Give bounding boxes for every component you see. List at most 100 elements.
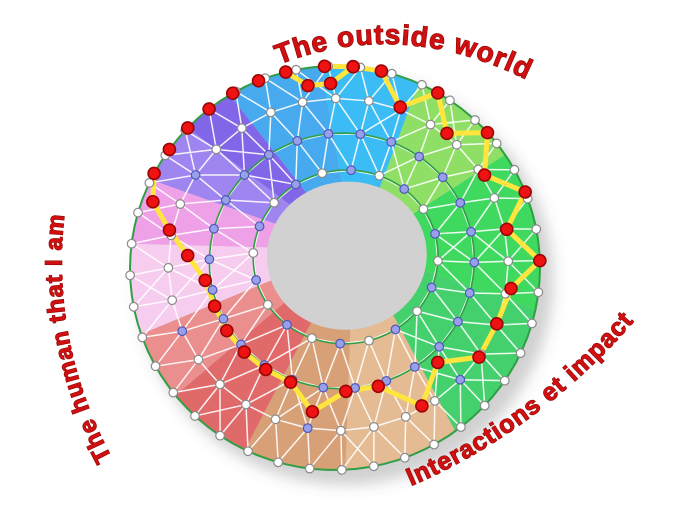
- purple-node[interactable]: [251, 275, 262, 285]
- purple-node[interactable]: [292, 135, 303, 146]
- white-node[interactable]: [470, 115, 480, 125]
- red-node[interactable]: [430, 86, 445, 100]
- red-node[interactable]: [504, 281, 518, 296]
- white-node[interactable]: [364, 335, 374, 346]
- red-node[interactable]: [317, 59, 332, 74]
- white-node[interactable]: [241, 399, 251, 410]
- purple-node[interactable]: [335, 338, 346, 349]
- white-node[interactable]: [445, 95, 455, 106]
- white-node[interactable]: [527, 318, 537, 329]
- red-node[interactable]: [162, 142, 177, 157]
- white-node[interactable]: [433, 256, 443, 266]
- white-node[interactable]: [128, 301, 139, 312]
- white-node[interactable]: [374, 170, 385, 181]
- white-node[interactable]: [236, 123, 247, 134]
- red-node[interactable]: [220, 323, 234, 338]
- white-node[interactable]: [509, 164, 520, 175]
- purple-node[interactable]: [390, 324, 401, 335]
- purple-node[interactable]: [254, 221, 265, 232]
- red-node[interactable]: [207, 299, 222, 313]
- white-node[interactable]: [211, 144, 222, 155]
- red-node[interactable]: [533, 253, 547, 268]
- white-node[interactable]: [503, 256, 514, 267]
- red-node[interactable]: [371, 379, 386, 394]
- red-node[interactable]: [147, 166, 161, 181]
- purple-node[interactable]: [290, 179, 301, 190]
- red-node[interactable]: [430, 355, 445, 370]
- purple-node[interactable]: [207, 285, 218, 295]
- white-node[interactable]: [336, 464, 347, 475]
- white-node[interactable]: [456, 422, 466, 432]
- purple-node[interactable]: [399, 184, 410, 194]
- white-node[interactable]: [265, 107, 276, 118]
- purple-node[interactable]: [177, 326, 188, 337]
- purple-node[interactable]: [282, 319, 292, 330]
- red-node[interactable]: [339, 384, 353, 399]
- white-node[interactable]: [479, 400, 490, 411]
- white-node[interactable]: [137, 332, 148, 343]
- red-node[interactable]: [346, 59, 360, 74]
- red-node[interactable]: [278, 65, 293, 79]
- white-node[interactable]: [335, 425, 346, 436]
- red-node[interactable]: [301, 78, 315, 93]
- white-node[interactable]: [269, 197, 280, 208]
- white-node[interactable]: [515, 348, 526, 358]
- purple-node[interactable]: [414, 151, 425, 162]
- white-node[interactable]: [451, 139, 462, 150]
- sector-green-mid[interactable]: [408, 152, 545, 321]
- white-node[interactable]: [369, 422, 379, 432]
- purple-node[interactable]: [204, 254, 215, 265]
- white-node[interactable]: [304, 463, 315, 474]
- white-node[interactable]: [400, 411, 411, 422]
- purple-node[interactable]: [190, 170, 201, 180]
- white-node[interactable]: [425, 119, 436, 130]
- white-node[interactable]: [193, 354, 204, 365]
- sector-red-top[interactable]: [137, 279, 293, 398]
- white-node[interactable]: [144, 178, 155, 188]
- white-node[interactable]: [317, 168, 328, 179]
- red-node[interactable]: [480, 125, 495, 140]
- purple-node[interactable]: [452, 316, 463, 327]
- red-node[interactable]: [499, 222, 514, 237]
- purple-node[interactable]: [209, 223, 219, 234]
- white-node[interactable]: [133, 207, 143, 218]
- red-node[interactable]: [198, 273, 212, 288]
- white-node[interactable]: [533, 287, 544, 298]
- red-node[interactable]: [162, 223, 177, 237]
- white-node[interactable]: [168, 387, 179, 398]
- purple-node[interactable]: [409, 361, 420, 372]
- purple-node[interactable]: [455, 374, 466, 385]
- red-node[interactable]: [305, 404, 320, 419]
- white-node[interactable]: [215, 430, 225, 441]
- red-node[interactable]: [146, 194, 160, 209]
- purple-node[interactable]: [263, 149, 274, 160]
- white-node[interactable]: [531, 224, 542, 235]
- red-node[interactable]: [180, 121, 195, 135]
- red-node[interactable]: [472, 350, 486, 364]
- red-node[interactable]: [283, 375, 298, 389]
- red-node[interactable]: [258, 362, 273, 377]
- purple-node[interactable]: [218, 313, 229, 324]
- white-node[interactable]: [399, 452, 410, 463]
- white-node[interactable]: [167, 295, 178, 306]
- red-node[interactable]: [518, 185, 532, 199]
- purple-node[interactable]: [355, 129, 366, 140]
- red-node[interactable]: [225, 86, 240, 101]
- white-node[interactable]: [270, 414, 281, 425]
- purple-node[interactable]: [437, 172, 448, 183]
- purple-node[interactable]: [220, 195, 231, 205]
- red-node[interactable]: [180, 248, 195, 263]
- white-node[interactable]: [150, 361, 161, 372]
- white-node[interactable]: [175, 199, 186, 209]
- white-node[interactable]: [499, 375, 510, 386]
- red-node[interactable]: [415, 399, 429, 413]
- white-node[interactable]: [418, 204, 429, 215]
- purple-node[interactable]: [318, 382, 329, 393]
- white-node[interactable]: [429, 395, 440, 406]
- red-node[interactable]: [490, 316, 504, 331]
- white-node[interactable]: [215, 379, 225, 390]
- white-node[interactable]: [368, 461, 379, 472]
- white-node[interactable]: [386, 68, 397, 79]
- purple-node[interactable]: [386, 137, 397, 147]
- white-node[interactable]: [417, 79, 427, 90]
